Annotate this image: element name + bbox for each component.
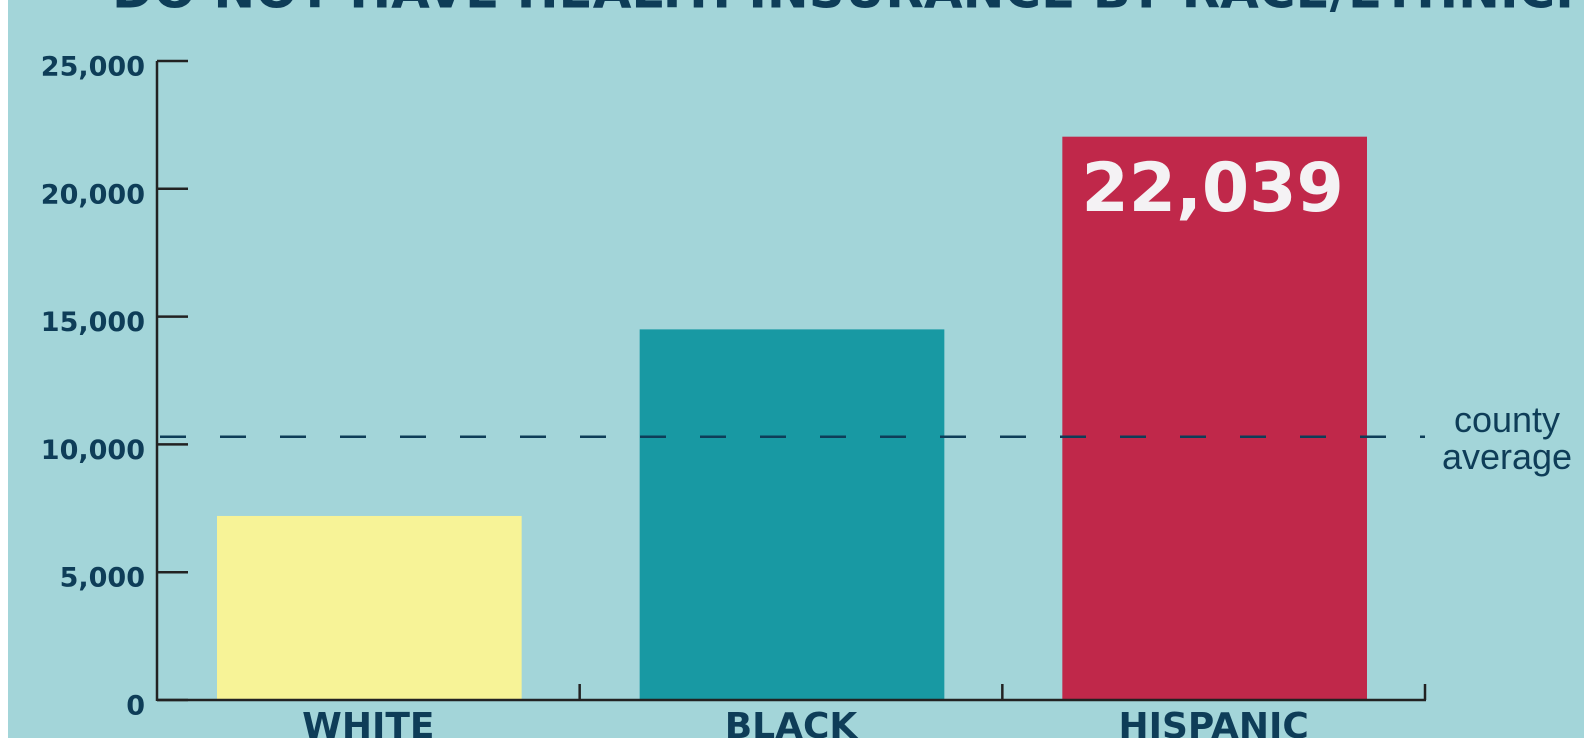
y-tick-label: 25,000 xyxy=(41,52,145,83)
value-label: 22,039 xyxy=(1081,149,1343,228)
y-tick-label: 15,000 xyxy=(41,307,145,338)
y-tick-label: 20,000 xyxy=(41,179,145,210)
bar xyxy=(1062,136,1367,700)
x-tick-label: HISPANIC xyxy=(1118,706,1308,738)
y-tick-label: 5,000 xyxy=(60,563,145,594)
x-tick-label: WHITE xyxy=(302,706,434,738)
x-tick-label: BLACK xyxy=(725,706,859,738)
y-tick-label: 10,000 xyxy=(41,435,145,466)
bar xyxy=(217,515,522,700)
reference-label-box: county average xyxy=(1441,400,1573,477)
chart-title: DO NOT HAVE HEALTH INSURANCE BY RACE/ETH… xyxy=(112,0,1584,20)
reference-label: county average xyxy=(1441,400,1573,477)
bar xyxy=(639,329,945,700)
y-tick-label: 0 xyxy=(126,691,145,722)
